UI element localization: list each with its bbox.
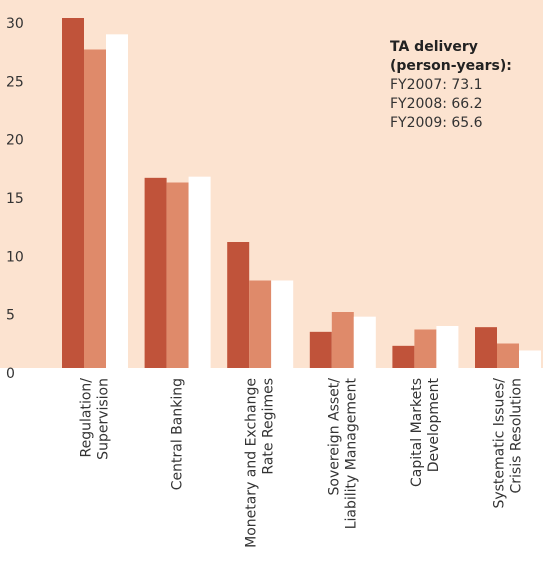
x-tick-label: Development [426,377,442,472]
bar [249,280,272,368]
x-tick-label: Liability Management [343,377,359,529]
y-tick-label: 30 [6,16,24,32]
x-tick-label: Systematic Issues/ [492,378,508,509]
x-tick-label: Central Banking [170,378,186,490]
bar [519,350,541,368]
x-tick-label: Sovereign Asset/ [326,378,342,496]
y-tick-label: 10 [6,249,24,265]
x-tick-label: Capital Markets [409,378,425,487]
y-tick-label: 15 [6,191,24,207]
bar [188,176,211,368]
annotation-line: FY2009: 65.6 [390,115,483,131]
annotation-line: FY2007: 73.1 [390,77,483,93]
bar [309,331,332,368]
bar [353,316,376,368]
annotation-line: FY2008: 66.2 [390,96,483,112]
x-tick-label: Crisis Resolution [509,378,525,494]
bar [414,329,437,368]
bar [227,242,250,368]
y-tick-label: 20 [6,133,24,149]
y-tick-label: 5 [6,308,15,324]
y-tick-label: 25 [6,74,24,90]
x-tick-label: Regulation/ [79,378,95,458]
x-tick-label: Monetary and Exchange [244,378,260,548]
bar [62,18,84,368]
bar [436,326,459,368]
x-tick-label: Supervision [96,378,112,460]
bar [84,49,106,368]
bar [106,34,128,368]
bar [271,280,294,368]
annotation-title: TA delivery [390,39,478,55]
bar [166,182,189,368]
y-tick-label: 0 [6,366,15,382]
bar [144,177,167,368]
x-tick-label: Rate Regimes [261,378,277,475]
bar [392,345,415,368]
annotation-title: (person-years): [390,58,512,74]
bar [497,343,519,368]
bar [475,327,497,368]
bar [331,312,354,368]
